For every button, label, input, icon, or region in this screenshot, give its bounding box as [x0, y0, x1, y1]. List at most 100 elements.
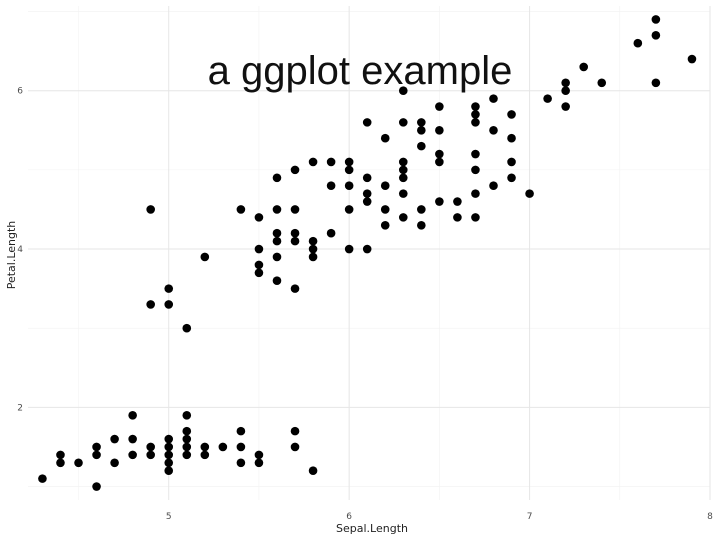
data-point — [272, 228, 282, 238]
data-point — [128, 410, 137, 420]
data-point — [471, 110, 480, 119]
data-point — [471, 165, 480, 175]
data-point — [398, 173, 408, 183]
data-point — [254, 268, 264, 278]
data-point — [164, 434, 174, 444]
data-point — [362, 173, 372, 183]
data-point — [182, 434, 192, 444]
data-point — [200, 442, 210, 452]
data-point — [308, 252, 318, 262]
data-point — [344, 181, 354, 191]
data-point — [362, 244, 372, 254]
y-tick-label: 4 — [17, 245, 23, 255]
data-points — [38, 15, 697, 491]
data-point — [651, 15, 661, 24]
data-point — [272, 205, 282, 214]
tick-labels: 5 6 7 8 2 4 6 — [17, 87, 713, 522]
data-point — [38, 474, 47, 483]
data-point — [290, 426, 300, 436]
data-point — [92, 482, 101, 491]
data-point — [146, 442, 155, 452]
data-point — [290, 228, 300, 238]
data-point — [398, 157, 408, 167]
data-point — [687, 54, 697, 64]
data-point — [272, 276, 282, 286]
data-point — [417, 141, 426, 151]
data-point — [254, 213, 264, 222]
data-point — [290, 442, 300, 452]
data-point — [471, 149, 480, 159]
data-point — [651, 78, 661, 88]
data-point — [308, 157, 318, 167]
data-point — [471, 118, 480, 127]
x-tick-label: 7 — [527, 512, 533, 522]
data-point — [507, 110, 516, 119]
data-point — [633, 38, 643, 48]
data-point — [579, 62, 589, 72]
data-point — [290, 205, 300, 214]
data-point — [471, 189, 480, 198]
data-point — [471, 102, 480, 111]
data-point — [398, 213, 408, 222]
x-axis-title: Sepal.Length — [336, 522, 408, 535]
data-point — [344, 157, 354, 167]
data-point — [453, 213, 462, 222]
data-point — [380, 133, 390, 143]
x-tick-label: 8 — [707, 512, 713, 522]
data-point — [326, 181, 336, 191]
data-point — [507, 133, 516, 143]
chart-title: a ggplot example — [208, 49, 513, 93]
data-point — [308, 236, 318, 246]
data-point — [146, 205, 155, 214]
data-point — [543, 94, 552, 103]
data-point — [236, 458, 246, 468]
data-point — [92, 450, 101, 460]
data-point — [272, 173, 282, 183]
data-point — [110, 458, 119, 468]
data-point — [146, 300, 155, 309]
data-point — [417, 220, 426, 230]
data-point — [489, 181, 498, 191]
data-point — [182, 410, 192, 420]
y-axis-title: Petal.Length — [5, 221, 18, 290]
data-point — [362, 118, 372, 127]
data-point — [344, 205, 354, 214]
data-point — [74, 458, 83, 468]
data-point — [254, 458, 264, 468]
data-point — [507, 157, 516, 167]
data-point — [435, 197, 444, 206]
data-point — [164, 284, 174, 293]
data-point — [308, 244, 318, 254]
data-point — [164, 300, 174, 309]
x-tick-label: 5 — [166, 512, 172, 522]
y-tick-label: 6 — [17, 87, 23, 97]
data-point — [110, 434, 119, 444]
data-point — [651, 30, 661, 40]
data-point — [182, 426, 192, 436]
data-point — [344, 244, 354, 254]
data-point — [417, 118, 426, 127]
data-point — [380, 181, 390, 191]
data-point — [290, 284, 300, 293]
data-point — [435, 157, 444, 167]
data-point — [471, 213, 480, 222]
data-point — [398, 189, 408, 198]
data-point — [218, 442, 228, 452]
x-tick-label: 6 — [346, 512, 352, 522]
data-point — [435, 149, 444, 159]
data-point — [254, 260, 264, 270]
data-point — [56, 458, 65, 468]
data-point — [56, 450, 65, 460]
data-point — [290, 236, 300, 246]
data-point — [236, 205, 246, 214]
data-point — [236, 442, 246, 452]
data-point — [362, 189, 372, 198]
data-point — [398, 118, 408, 127]
data-point — [435, 125, 444, 135]
data-point — [398, 165, 408, 175]
data-point — [561, 78, 570, 88]
data-point — [453, 197, 462, 206]
data-point — [128, 434, 137, 444]
data-point — [326, 228, 336, 238]
data-point — [182, 323, 192, 333]
